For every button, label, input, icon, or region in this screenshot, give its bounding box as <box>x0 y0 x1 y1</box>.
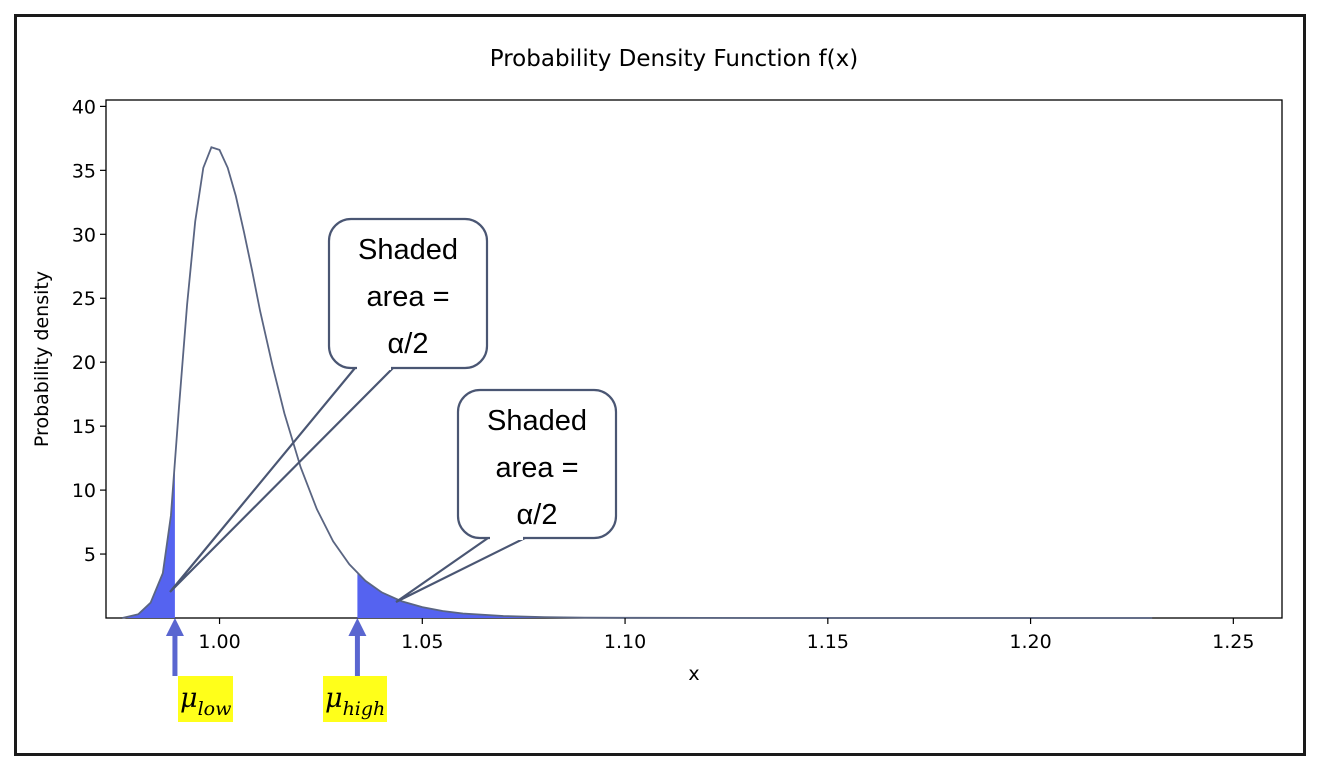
callout-right-line-1: Shaded <box>487 405 587 437</box>
mu-high-label: μhigh <box>323 676 388 722</box>
marker-arrow-head-0 <box>165 618 184 636</box>
x-tick-label: 1.10 <box>604 631 646 653</box>
marker-arrow-head-1 <box>348 618 367 636</box>
shaded-tail-0 <box>122 461 175 618</box>
callout-left-line-1: Shaded <box>358 234 458 266</box>
x-tick-label: 1.25 <box>1212 631 1254 653</box>
plot-area <box>105 99 1283 619</box>
shaded-tail-1 <box>357 572 1153 618</box>
callout-right-line-2: area = <box>495 452 578 484</box>
callout-right-line-3: α/2 <box>517 499 558 531</box>
callout-right: Shaded area = α/2 <box>395 388 618 603</box>
y-tick-label: 5 <box>84 544 96 566</box>
y-tick-label: 25 <box>72 288 96 310</box>
mu-low-subscript: low <box>197 698 232 720</box>
chart-title: Probability Density Function f(x) <box>490 46 858 72</box>
x-tick-label: 1.05 <box>401 631 443 653</box>
x-tick-label: 1.00 <box>198 631 240 653</box>
mu-low-label: μlow <box>178 676 234 722</box>
pdf-curve-line <box>121 146 1153 619</box>
callout-left: Shaded area = α/2 <box>169 217 489 593</box>
mu-high-symbol: μ <box>325 683 343 714</box>
x-axis-label: x <box>688 663 699 685</box>
y-axis-label: Probability density <box>31 271 53 447</box>
mu-low-symbol: μ <box>180 683 198 714</box>
y-tick-label: 30 <box>72 224 96 246</box>
x-tick-label: 1.15 <box>807 631 849 653</box>
figure-frame <box>14 14 1306 756</box>
mu-high-subscript: high <box>342 698 386 720</box>
y-tick-label: 10 <box>72 480 96 502</box>
callout-left-line-2: area = <box>366 281 449 313</box>
callout-left-line-3: α/2 <box>388 328 429 360</box>
x-tick-label: 1.20 <box>1009 631 1051 653</box>
y-tick-label: 20 <box>72 352 96 374</box>
y-tick-label: 40 <box>72 96 96 118</box>
y-tick-label: 15 <box>72 416 96 438</box>
y-tick-label: 35 <box>72 160 96 182</box>
